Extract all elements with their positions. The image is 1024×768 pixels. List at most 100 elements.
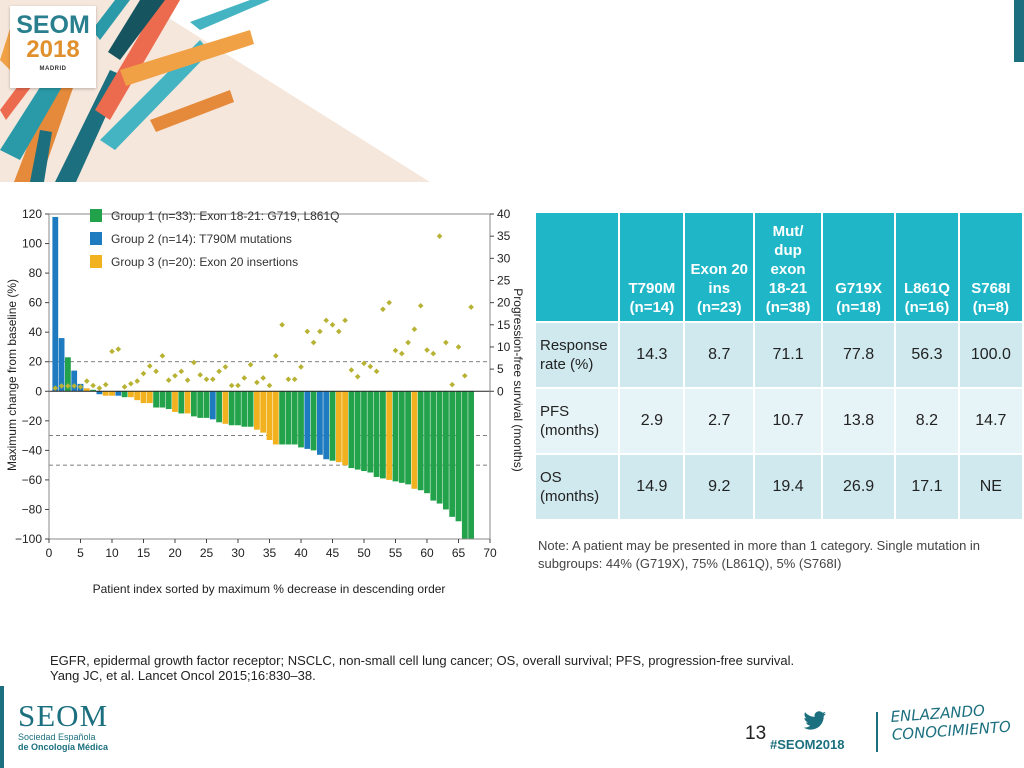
pfs-marker <box>191 359 197 366</box>
footnote-abbreviations: EGFR, epidermal growth factor receptor; … <box>50 653 795 668</box>
slogan: ENLAZANDO CONOCIMIENTO <box>890 700 1011 743</box>
header-t790m: T790M (n=14) <box>618 211 686 323</box>
pfs-marker <box>172 372 178 379</box>
pfs-marker <box>115 346 122 352</box>
legend-label: Group 2 (n=14): T790M mutations <box>111 232 292 246</box>
footnote-reference: Yang JC, et al. Lancet Oncol 2015;16:830… <box>50 668 316 683</box>
table-cell: 26.9 <box>821 453 897 521</box>
pfs-marker <box>304 328 311 335</box>
pfs-marker <box>430 350 437 357</box>
table-row: Response rate (%) 14.3 8.7 71.1 77.8 56.… <box>533 321 1024 389</box>
table-header-row: T790M (n=14) Exon 20 ins (n=23) Mut/ dup… <box>533 211 1024 323</box>
bar <box>272 391 279 445</box>
pfs-marker <box>102 381 109 388</box>
pfs-marker <box>436 233 443 239</box>
x-tick-label: 15 <box>137 546 151 560</box>
pfs-marker <box>392 347 399 354</box>
pfs-marker <box>71 383 77 389</box>
table-row: OS (months) 14.9 9.2 19.4 26.9 17.1 NE <box>533 453 1024 521</box>
pfs-marker <box>411 326 418 333</box>
bar <box>96 391 103 395</box>
bar <box>279 391 285 445</box>
pfs-marker <box>310 339 317 346</box>
y2-tick-label: 35 <box>497 229 511 243</box>
logo-city: MADRID <box>39 66 67 72</box>
x-tick-label: 30 <box>231 546 245 560</box>
y2-tick-label: 25 <box>497 273 511 287</box>
pfs-marker <box>468 304 474 310</box>
bar <box>285 391 292 445</box>
table-cell: 77.8 <box>821 321 897 389</box>
y-tick-label: 60 <box>29 296 43 310</box>
bar <box>367 391 374 473</box>
bar <box>140 391 147 404</box>
bar <box>209 391 216 420</box>
bar <box>71 370 78 392</box>
x-tick-label: 50 <box>357 546 371 560</box>
bar <box>121 391 128 398</box>
pfs-marker <box>77 384 84 390</box>
bar <box>468 391 474 539</box>
bar <box>153 391 159 408</box>
pfs-marker <box>197 372 203 378</box>
bar <box>380 391 386 479</box>
y-tick-label: −80 <box>22 502 43 516</box>
row-label-os: OS (months) <box>533 453 621 521</box>
pfs-marker <box>424 347 430 353</box>
bar <box>411 391 418 489</box>
pfs-marker <box>228 382 235 389</box>
legend-swatch <box>90 255 102 268</box>
legend-swatch <box>90 209 102 222</box>
bar <box>115 391 122 396</box>
x-tick-label: 55 <box>389 546 403 560</box>
pfs-marker <box>121 384 128 390</box>
header-exon20: Exon 20 ins (n=23) <box>683 211 756 323</box>
pfs-marker <box>159 353 166 359</box>
bar <box>260 391 267 433</box>
y-tick-label: 80 <box>29 266 43 280</box>
left-accent-bar <box>0 686 4 768</box>
y2-tick-label: 5 <box>497 362 504 376</box>
x-axis-label: Patient index sorted by maximum % decrea… <box>93 582 446 596</box>
footer-brand: SEOM <box>18 698 109 733</box>
bar <box>216 391 222 423</box>
pfs-marker <box>65 383 71 389</box>
pfs-marker <box>247 361 254 368</box>
y-tick-label: 20 <box>29 355 43 369</box>
pfs-marker <box>134 378 140 384</box>
row-label-response-rate: Response rate (%) <box>533 321 621 389</box>
table-cell: 14.7 <box>957 387 1024 455</box>
pfs-marker <box>184 377 191 383</box>
table-cell: NE <box>957 453 1024 521</box>
bar <box>310 391 317 451</box>
bar <box>398 391 405 483</box>
pfs-marker <box>373 368 380 375</box>
y2-tick-label: 0 <box>497 384 504 398</box>
pfs-marker <box>317 328 323 335</box>
pfs-marker <box>58 383 65 389</box>
pfs-marker <box>298 364 304 370</box>
pfs-marker <box>210 376 216 383</box>
pfs-marker <box>153 368 159 375</box>
pfs-marker <box>273 353 279 359</box>
table-cell: 2.7 <box>683 387 756 455</box>
bar <box>323 391 330 460</box>
x-tick-label: 45 <box>326 546 340 560</box>
pfs-marker <box>222 364 229 370</box>
pfs-marker <box>216 368 222 375</box>
bar <box>424 391 430 494</box>
x-tick-label: 70 <box>483 546 497 560</box>
y-tick-label: −40 <box>22 443 43 457</box>
page-number: 13 <box>745 723 767 744</box>
pfs-marker <box>178 368 185 375</box>
pfs-marker <box>128 380 134 387</box>
y-tick-label: 40 <box>29 325 43 339</box>
bar <box>461 391 468 539</box>
bar <box>298 391 304 448</box>
pfs-marker <box>449 381 455 388</box>
legend-label: Group 3 (n=20): Exon 20 insertions <box>111 255 298 269</box>
bar <box>222 391 229 424</box>
x-tick-label: 10 <box>105 546 119 560</box>
y2-tick-label: 40 <box>497 207 511 221</box>
y-tick-label: −60 <box>22 473 43 487</box>
